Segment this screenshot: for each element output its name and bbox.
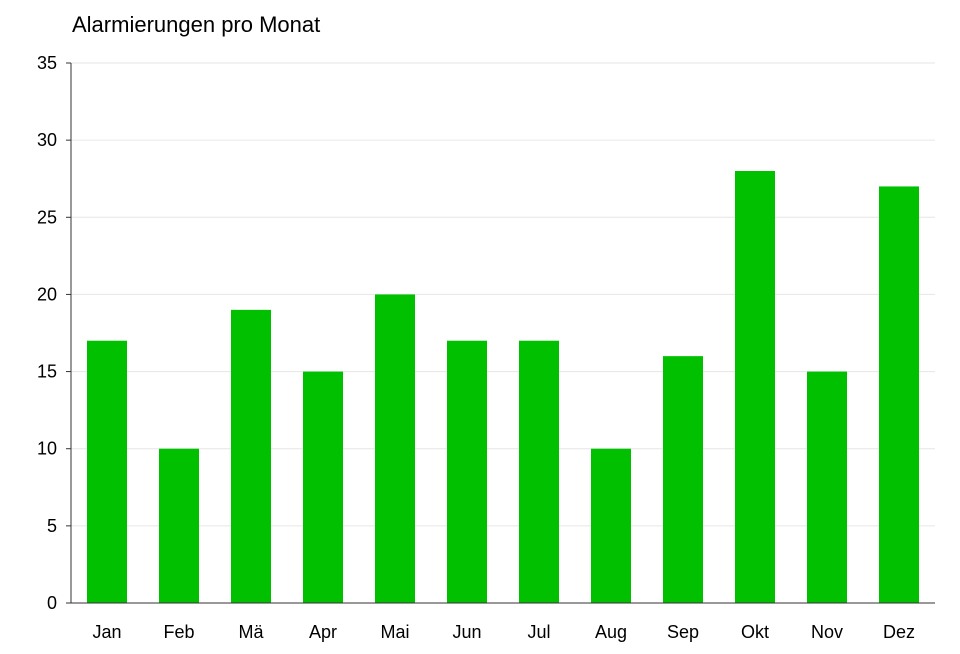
x-tick-label: Sep [667,622,699,642]
y-tick-label: 35 [37,53,57,73]
x-tick-label: Apr [309,622,337,642]
bar-2 [231,309,271,603]
x-tick-label: Dez [883,622,915,642]
y-tick-label: 20 [37,284,57,304]
bar-10 [807,371,847,603]
bar-5 [447,340,487,603]
x-tick-labels: Jan Feb Mä Apr Mai Jun Jul Aug Sep Okt Nov Dez [92,622,915,642]
y-tick-label: 25 [37,207,57,227]
x-tick-label: Jun [452,622,481,642]
x-tick-label: Feb [163,622,194,642]
bars [87,171,919,603]
bar-4 [375,294,415,603]
y-tick-label: 15 [37,362,57,382]
x-tick-label: Mai [380,622,409,642]
bar-8 [663,356,703,603]
x-tick-label: Okt [741,622,769,642]
y-tick-label: 5 [47,516,57,536]
bar-1 [159,448,199,603]
bar-6 [519,340,559,603]
grid-lines [71,62,935,527]
x-tick-label: Aug [595,622,627,642]
x-tick-label: Nov [811,622,843,642]
chart-title: Alarmierungen pro Monat [72,12,321,37]
y-tick-label: 0 [47,593,57,613]
bar-9 [735,171,775,603]
y-tick-labels: 0 5 10 15 20 25 30 35 [37,53,71,613]
bar-0 [87,340,127,603]
bar-11 [879,186,919,603]
bar-3 [303,371,343,603]
y-tick-label: 30 [37,130,57,150]
axes [66,63,935,604]
bar-7 [591,448,631,603]
y-tick-label: 10 [37,439,57,459]
x-tick-label: Jan [92,622,121,642]
x-tick-label: Mä [238,622,264,642]
x-tick-label: Jul [527,622,550,642]
